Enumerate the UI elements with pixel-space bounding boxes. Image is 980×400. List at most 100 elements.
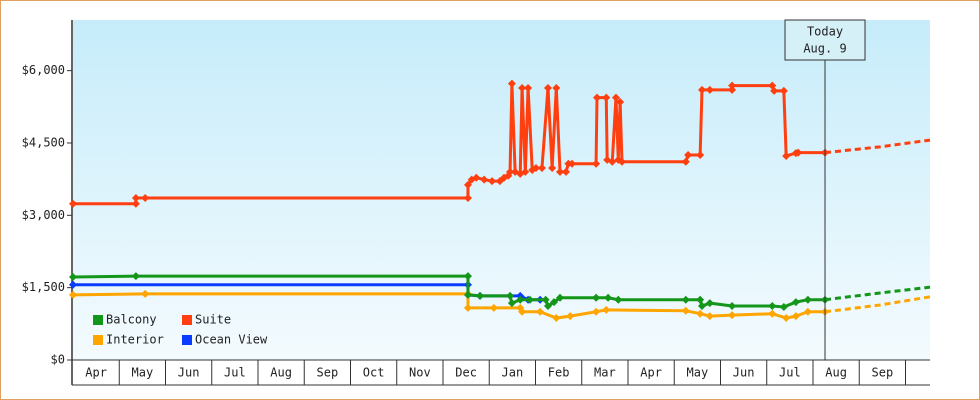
point-marker bbox=[463, 193, 472, 202]
point-marker bbox=[472, 173, 481, 182]
point-marker bbox=[480, 175, 489, 184]
point-marker bbox=[592, 307, 601, 316]
y-tick-label: $0 bbox=[51, 353, 65, 367]
x-tick-label: Jan bbox=[502, 366, 524, 380]
point-marker bbox=[537, 164, 546, 173]
point-marker bbox=[524, 84, 533, 92]
point-marker bbox=[562, 167, 571, 176]
x-tick-label: May bbox=[132, 366, 154, 380]
x-tick-label: Jun bbox=[178, 366, 200, 380]
point-marker bbox=[549, 298, 558, 307]
series-line bbox=[72, 274, 826, 309]
y-tick-label: $4,500 bbox=[22, 135, 65, 149]
point-marker bbox=[608, 157, 617, 166]
point-marker bbox=[536, 307, 545, 316]
y-tick-label: $1,500 bbox=[22, 280, 65, 294]
today-label: Aug. 9 bbox=[803, 42, 846, 56]
x-tick-label: Aug bbox=[270, 366, 292, 380]
point-marker bbox=[696, 151, 705, 160]
point-marker bbox=[782, 152, 791, 160]
point-marker bbox=[516, 295, 525, 304]
point-marker bbox=[779, 302, 788, 311]
point-marker bbox=[728, 301, 737, 310]
point-marker bbox=[705, 299, 714, 308]
x-tick-label: May bbox=[687, 366, 709, 380]
point-marker bbox=[506, 291, 515, 300]
x-tick-label: Sep bbox=[872, 366, 894, 380]
point-marker bbox=[131, 272, 140, 281]
point-marker bbox=[803, 307, 812, 316]
point-marker bbox=[768, 309, 777, 318]
x-tick-label: Apr bbox=[640, 366, 662, 380]
point-marker bbox=[131, 199, 140, 208]
point-marker bbox=[488, 177, 497, 186]
x-tick-label: Apr bbox=[85, 366, 107, 380]
x-tick-label: Oct bbox=[363, 366, 385, 380]
point-marker bbox=[141, 289, 150, 298]
point-marker bbox=[552, 314, 561, 323]
point-marker bbox=[697, 301, 706, 310]
legend-swatch bbox=[93, 315, 103, 325]
point-marker bbox=[548, 164, 557, 173]
legend-swatch bbox=[182, 335, 192, 345]
point-marker bbox=[684, 151, 693, 160]
point-marker bbox=[69, 273, 77, 282]
forecast-line bbox=[824, 295, 931, 314]
point-marker bbox=[697, 85, 706, 94]
forecast-line bbox=[824, 285, 931, 302]
today-label: Today bbox=[807, 25, 843, 39]
point-marker bbox=[770, 86, 779, 95]
point-marker bbox=[803, 295, 812, 304]
point-marker bbox=[602, 93, 611, 102]
point-marker bbox=[489, 303, 498, 312]
y-tick-label: $3,000 bbox=[22, 208, 65, 222]
point-marker bbox=[521, 167, 530, 176]
legend-swatch bbox=[93, 335, 103, 345]
point-marker bbox=[463, 180, 472, 189]
point-marker bbox=[518, 307, 527, 316]
point-marker bbox=[696, 309, 705, 318]
point-marker bbox=[779, 86, 788, 95]
legend-label: Suite bbox=[195, 313, 231, 327]
point-marker bbox=[463, 290, 472, 299]
point-marker bbox=[782, 314, 791, 323]
point-marker bbox=[541, 295, 550, 304]
x-tick-label: Nov bbox=[409, 366, 431, 380]
point-marker bbox=[614, 295, 623, 304]
x-tick-label: Jul bbox=[779, 366, 801, 380]
plot-area bbox=[73, 20, 930, 360]
point-marker bbox=[531, 164, 540, 173]
point-marker bbox=[463, 303, 472, 312]
point-marker bbox=[617, 157, 626, 166]
point-marker bbox=[69, 290, 77, 299]
point-marker bbox=[728, 85, 737, 94]
point-marker bbox=[611, 93, 620, 102]
point-marker bbox=[568, 159, 577, 168]
point-marker bbox=[141, 193, 150, 202]
point-marker bbox=[681, 295, 690, 304]
point-marker bbox=[556, 167, 565, 176]
point-marker bbox=[543, 301, 552, 310]
point-marker bbox=[791, 298, 800, 307]
point-marker bbox=[728, 311, 737, 320]
x-tick-label: Dec bbox=[455, 366, 477, 380]
point-marker bbox=[592, 293, 601, 302]
point-marker bbox=[556, 293, 565, 302]
point-marker bbox=[463, 272, 472, 281]
point-marker bbox=[604, 293, 613, 302]
legend-label: Interior bbox=[106, 333, 164, 347]
point-marker bbox=[728, 81, 737, 90]
point-marker bbox=[592, 159, 601, 168]
point-marker bbox=[768, 301, 777, 310]
point-marker bbox=[518, 84, 527, 92]
point-marker bbox=[131, 193, 140, 202]
point-marker bbox=[794, 148, 803, 157]
point-marker bbox=[507, 299, 516, 308]
x-tick-label: Feb bbox=[548, 366, 570, 380]
point-marker bbox=[696, 295, 705, 304]
point-marker bbox=[593, 93, 602, 102]
point-marker bbox=[506, 167, 515, 176]
legend-label: Balcony bbox=[106, 313, 157, 327]
legend-label: Ocean View bbox=[195, 333, 268, 347]
